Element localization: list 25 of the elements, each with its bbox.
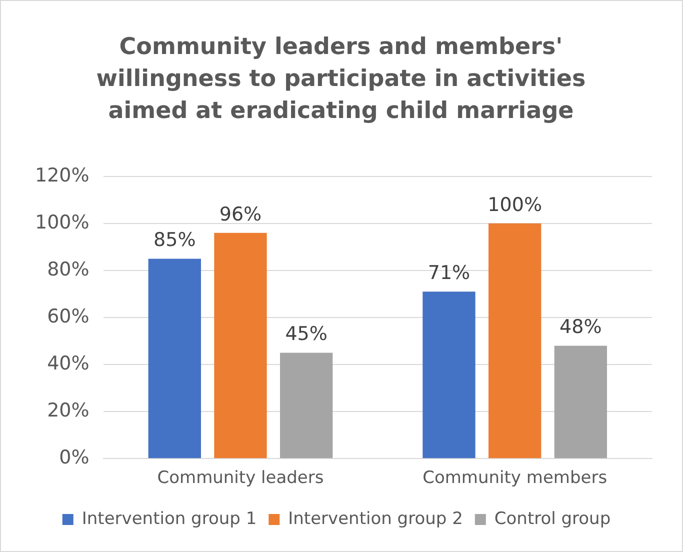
bar [488,223,542,458]
bar [422,292,476,458]
y-tick-label: 60% [47,305,90,328]
data-label: 96% [219,203,262,226]
bar [214,232,267,458]
x-tick-label: Community members [422,468,608,488]
bar [148,258,201,458]
x-tick-label: Community leaders [157,468,324,488]
legend-label: Intervention group 1 [82,508,257,529]
y-tick-label: 120% [34,164,90,186]
y-tick-label: 0% [59,446,90,469]
bar [280,352,333,458]
data-label: 45% [285,323,328,346]
legend-label: Intervention group 2 [288,508,463,529]
y-tick-label: 20% [47,400,90,422]
chart-title: Community leaders and members' willingness to participate in activities aimed at eradicating child marriage [95,33,587,126]
data-label: 100% [488,194,542,216]
y-tick-label: 80% [47,258,90,280]
data-label: 85% [154,229,196,252]
y-tick-label: 100% [34,211,90,234]
y-tick-label: 40% [47,352,90,374]
data-label: 71% [428,262,470,284]
legend-label: Control group [494,508,611,529]
bar [554,346,608,458]
data-label: 48% [560,316,602,338]
